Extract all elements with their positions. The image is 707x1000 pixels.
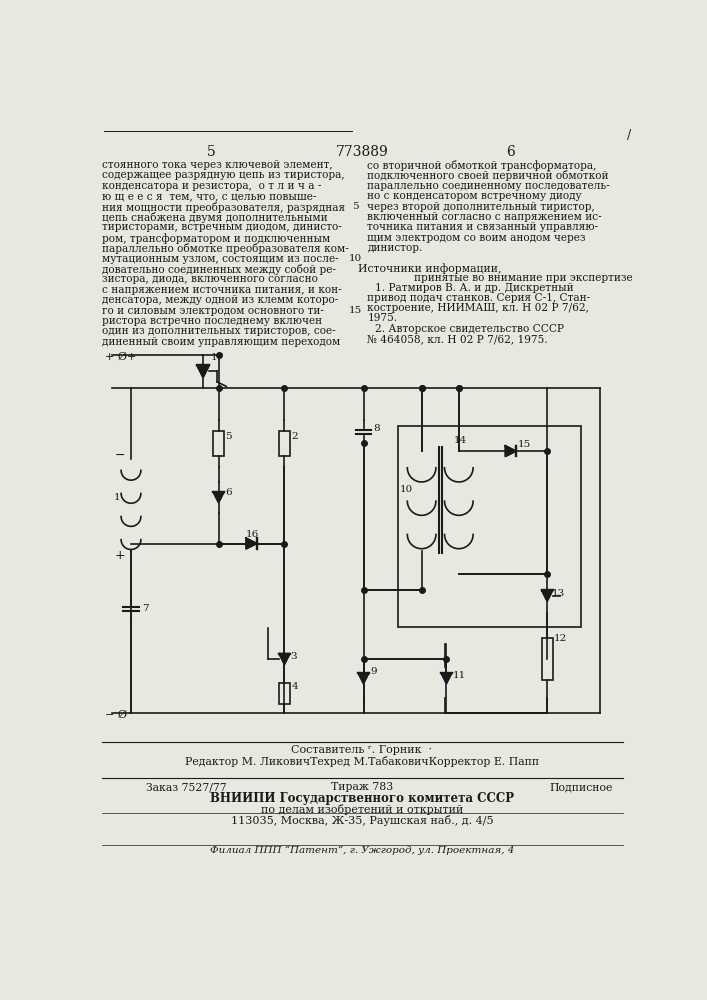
Text: 16: 16 <box>245 530 259 539</box>
Text: 7: 7 <box>142 604 148 613</box>
Text: денсатора, между одной из клемм которо-: денсатора, между одной из клемм которо- <box>103 295 339 305</box>
Text: по делам изобретений и открытий: по делам изобретений и открытий <box>261 804 463 815</box>
Text: точника питания и связанный управляю-: точника питания и связанный управляю- <box>368 222 599 232</box>
Text: Тираж 783: Тираж 783 <box>331 782 393 792</box>
Text: 5: 5 <box>206 145 215 159</box>
Text: 6: 6 <box>506 145 515 159</box>
Text: принятые во внимание при экспертизе: принятые во внимание при экспертизе <box>414 273 633 283</box>
Text: ния мощности преобразователя, разрядная: ния мощности преобразователя, разрядная <box>103 202 346 213</box>
Text: ю щ е е с я  тем, что, с целью повыше-: ю щ е е с я тем, что, с целью повыше- <box>103 191 317 201</box>
Text: довательно соединенных между собой ре-: довательно соединенных между собой ре- <box>103 264 337 275</box>
Polygon shape <box>213 492 224 503</box>
Text: Источники информации,: Источники информации, <box>358 263 501 274</box>
Text: мутационным узлом, состоящим из после-: мутационным узлом, состоящим из после- <box>103 254 339 264</box>
Polygon shape <box>358 673 369 684</box>
Text: 1975.: 1975. <box>368 313 397 323</box>
Text: Редактор М. ЛиковичТехред М.ТабаковичКорректор Е. Папп: Редактор М. ЛиковичТехред М.ТабаковичКор… <box>185 756 539 767</box>
Text: параллельно обмотке преобразователя ком-: параллельно обмотке преобразователя ком- <box>103 243 349 254</box>
Text: № 464058, кл. Н 02 Р 7/62, 1975.: № 464058, кл. Н 02 Р 7/62, 1975. <box>368 334 548 344</box>
Text: /: / <box>627 129 631 142</box>
Text: цепь снабжена двумя дополнительными: цепь снабжена двумя дополнительными <box>103 212 328 223</box>
Text: костроение, НИИМАШ, кл. Н 02 Р 7/62,: костроение, НИИМАШ, кл. Н 02 Р 7/62, <box>368 303 589 313</box>
Text: содержащее разрядную цепь из тиристора,: содержащее разрядную цепь из тиристора, <box>103 170 345 180</box>
Text: 10: 10 <box>349 254 363 263</box>
Text: включенный согласно с напряжением ис-: включенный согласно с напряжением ис- <box>368 212 602 222</box>
Text: параллельно соединенному последователь-: параллельно соединенному последователь- <box>368 181 610 191</box>
Text: 12: 12 <box>554 634 568 643</box>
Text: +: + <box>115 549 125 562</box>
Text: тиристорами, встречным диодом, динисто-: тиристорами, встречным диодом, динисто- <box>103 222 342 232</box>
Bar <box>279 431 290 456</box>
Bar <box>279 683 290 704</box>
Text: 2: 2 <box>291 432 298 441</box>
Bar <box>398 426 580 627</box>
Polygon shape <box>542 590 553 601</box>
Text: 773889: 773889 <box>336 145 388 159</box>
Text: Составитель ʳ. Горник  ·: Составитель ʳ. Горник · <box>291 745 433 755</box>
Text: через второй дополнительный тиристор,: через второй дополнительный тиристор, <box>368 202 595 212</box>
Text: динистор.: динистор. <box>368 243 423 253</box>
Text: 14: 14 <box>454 436 467 445</box>
Text: подключенного своей первичной обмоткой: подключенного своей первичной обмоткой <box>368 170 609 181</box>
Bar <box>542 638 553 680</box>
Text: 15: 15 <box>349 306 363 315</box>
Text: Филиал ППП “Патент”, г. Ужгород, ул. Проектная, 4: Филиал ППП “Патент”, г. Ужгород, ул. Про… <box>210 846 514 855</box>
Text: ВНИИПИ Государственного комитета СССР: ВНИИПИ Государственного комитета СССР <box>210 792 514 805</box>
Text: 6: 6 <box>226 488 232 497</box>
Text: 113035, Москва, Ж-35, Раушская наб., д. 4/5: 113035, Москва, Ж-35, Раушская наб., д. … <box>230 815 493 826</box>
Text: 9: 9 <box>370 667 377 676</box>
Text: 15: 15 <box>518 440 531 449</box>
Text: 13: 13 <box>552 589 565 598</box>
Text: + Ø+: + Ø+ <box>105 352 136 362</box>
Text: го и силовым электродом основного ти-: го и силовым электродом основного ти- <box>103 306 325 316</box>
Text: 2. Авторское свидетельство СССР: 2. Авторское свидетельство СССР <box>375 324 564 334</box>
Text: ристора встречно последнему включен: ристора встречно последнему включен <box>103 316 322 326</box>
Text: привод подач станков. Серия С-1, Стан-: привод подач станков. Серия С-1, Стан- <box>368 293 590 303</box>
Text: зистора, диода, включенного согласно: зистора, диода, включенного согласно <box>103 274 318 284</box>
Text: но с конденсатором встречному диоду: но с конденсатором встречному диоду <box>368 191 582 201</box>
Text: 4: 4 <box>291 682 298 691</box>
Text: стоянного тока через ключевой элемент,: стоянного тока через ключевой элемент, <box>103 160 333 170</box>
Text: −: − <box>115 448 125 461</box>
Text: со вторичной обмоткой трансформатора,: со вторичной обмоткой трансформатора, <box>368 160 597 171</box>
Text: 1. Ратмиров В. А. и др. Дискретный: 1. Ратмиров В. А. и др. Дискретный <box>375 283 574 293</box>
Text: 3: 3 <box>291 652 297 661</box>
Text: 8: 8 <box>373 424 380 433</box>
Text: 5: 5 <box>352 202 359 211</box>
Bar <box>213 431 224 456</box>
Polygon shape <box>506 446 516 456</box>
Text: ром, трансформатором и подключенным: ром, трансформатором и подключенным <box>103 233 331 244</box>
Text: 1: 1 <box>114 493 120 502</box>
Polygon shape <box>441 673 452 684</box>
Polygon shape <box>246 538 257 549</box>
Polygon shape <box>197 365 209 378</box>
Text: один из дополнительных тиристоров, сое-: один из дополнительных тиристоров, сое- <box>103 326 336 336</box>
Text: Заказ 7527/77: Заказ 7527/77 <box>146 782 227 792</box>
Text: Подписное: Подписное <box>549 782 613 792</box>
Text: конденсатора и резистора,  о т л и ч а -: конденсатора и резистора, о т л и ч а - <box>103 181 322 191</box>
Text: с напряжением источника питания, и кон-: с напряжением источника питания, и кон- <box>103 285 342 295</box>
Text: 11: 11 <box>452 671 466 680</box>
Text: 5: 5 <box>226 432 232 441</box>
Text: 10: 10 <box>400 485 413 494</box>
Text: диненный своим управляющим переходом: диненный своим управляющим переходом <box>103 337 341 347</box>
Polygon shape <box>279 654 290 664</box>
Text: 17: 17 <box>211 353 224 362</box>
Text: − Ø: − Ø <box>105 710 127 720</box>
Text: щим электродом со воим анодом через: щим электродом со воим анодом через <box>368 233 586 243</box>
